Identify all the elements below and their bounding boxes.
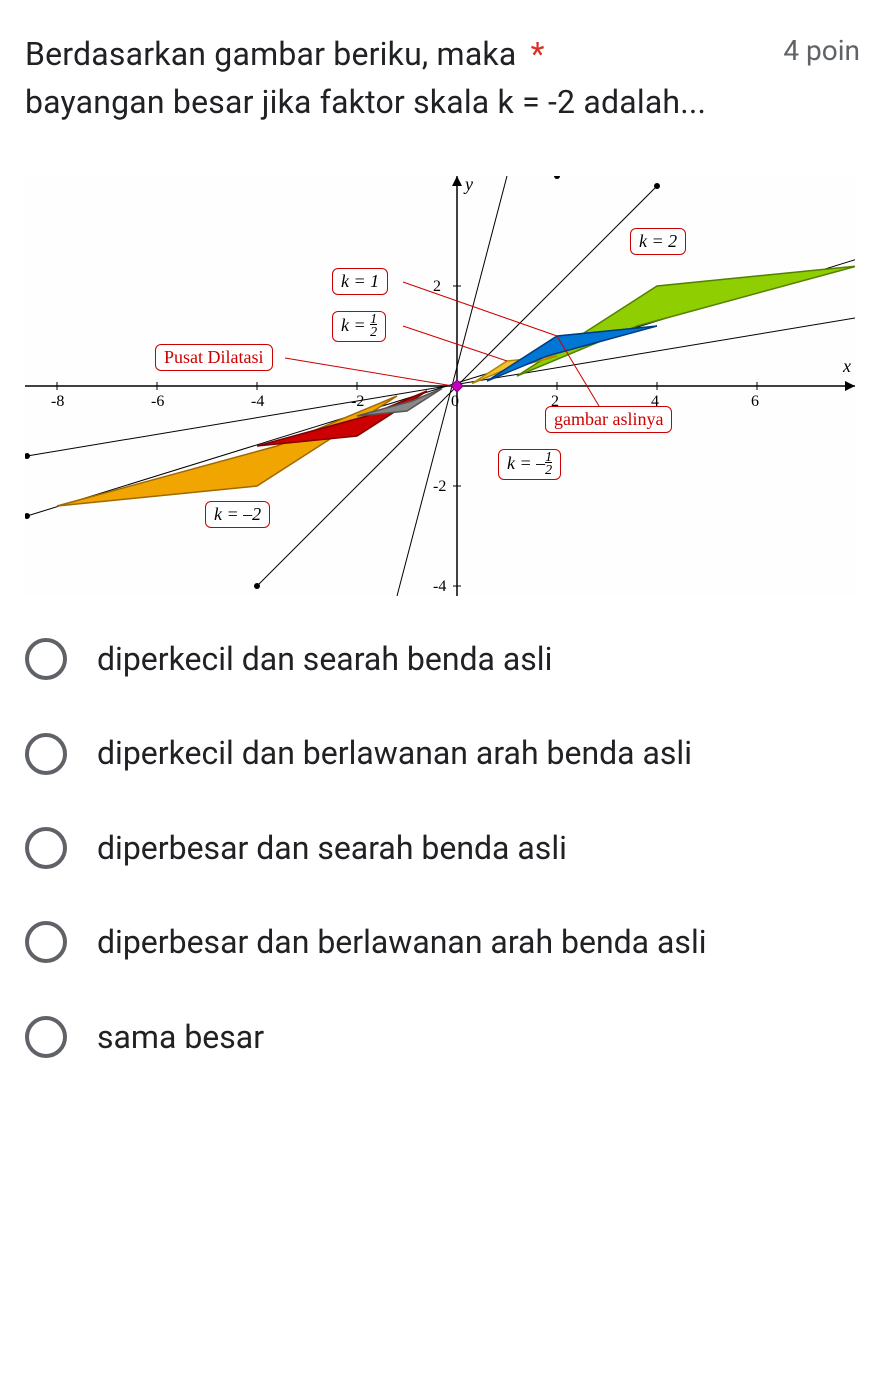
option-text: diperbesar dan searah benda asli [97, 825, 567, 871]
options-group: diperkecil dan searah benda asli diperke… [25, 636, 860, 1060]
svg-text:y: y [463, 176, 473, 194]
figure-svg: xy-8-6-4-202462-2-4 [25, 176, 855, 596]
svg-text:-2: -2 [433, 478, 446, 495]
option-text: diperbesar dan berlawanan arah benda asl… [97, 919, 707, 965]
question-text: Berdasarkan gambar beriku, maka * bayang… [25, 30, 771, 126]
svg-text:6: 6 [751, 393, 759, 410]
required-star: * [531, 35, 545, 73]
option-text: diperkecil dan berlawanan arah benda asl… [97, 730, 692, 776]
option-text: sama besar [97, 1014, 264, 1060]
label-k-2: k = 2 [630, 228, 686, 255]
label-k-half: k = 12 [332, 311, 386, 342]
option-2[interactable]: diperbesar dan searah benda asli [25, 825, 860, 871]
radio-icon [25, 733, 67, 775]
points-label: 4 poin [783, 34, 860, 67]
option-0[interactable]: diperkecil dan searah benda asli [25, 636, 860, 682]
question-header: Berdasarkan gambar beriku, maka * bayang… [25, 30, 860, 126]
option-3[interactable]: diperbesar dan berlawanan arah benda asl… [25, 919, 860, 965]
svg-text:-6: -6 [151, 393, 164, 410]
label-k-neg-half: k = –12 [498, 449, 561, 480]
svg-text:x: x [842, 356, 851, 376]
question-rest: bayangan besar jika faktor skala k = -2 … [25, 83, 706, 121]
option-text: diperkecil dan searah benda asli [97, 636, 552, 682]
svg-text:-2: -2 [351, 393, 364, 410]
radio-icon [25, 638, 67, 680]
svg-text:-4: -4 [433, 578, 446, 595]
svg-text:-4: -4 [251, 393, 264, 410]
option-4[interactable]: sama besar [25, 1014, 860, 1060]
svg-text:-8: -8 [51, 393, 64, 410]
question-line1: Berdasarkan gambar beriku, maka [25, 35, 516, 73]
option-1[interactable]: diperkecil dan berlawanan arah benda asl… [25, 730, 860, 776]
radio-icon [25, 1016, 67, 1058]
label-k-1: k = 1 [332, 268, 388, 295]
radio-icon [25, 921, 67, 963]
label-pusat-dilatasi: Pusat Dilatasi [155, 344, 273, 371]
dilation-figure: xy-8-6-4-202462-2-4 Pusat Dilatasi k = 1… [25, 176, 855, 596]
svg-text:0: 0 [451, 393, 459, 410]
label-k-neg-2: k = –2 [205, 501, 270, 528]
label-gambar-aslinya: gambar aslinya [545, 406, 672, 433]
radio-icon [25, 827, 67, 869]
